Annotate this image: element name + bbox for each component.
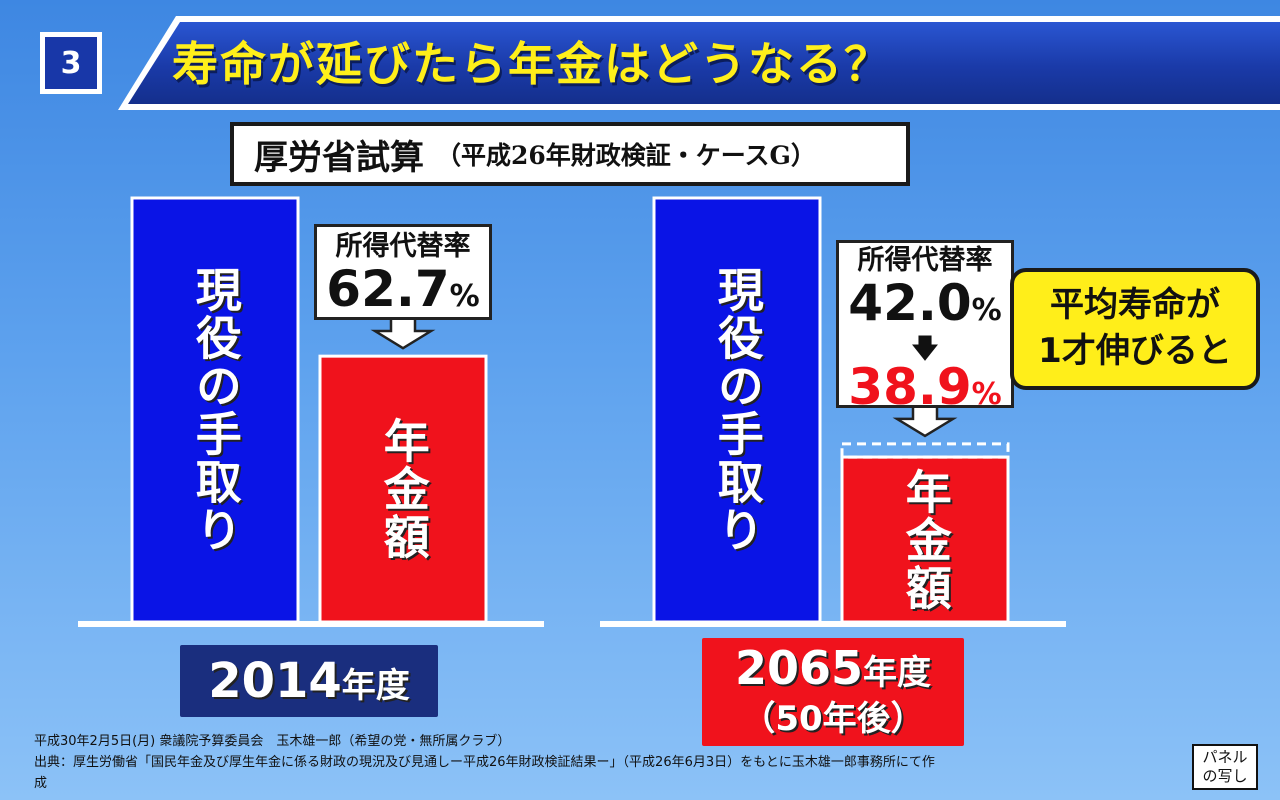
takehome-bar-label-2014: 現役の手取り	[188, 266, 243, 554]
takehome-bar-label-2065: 現役の手取り	[710, 266, 765, 554]
pension-bar-2065	[840, 455, 1010, 624]
year-unit-2014: 年度	[341, 666, 410, 706]
down-arrow-icon: 🡇	[911, 334, 939, 364]
subtitle-box: 厚労省試算 （平成26年財政検証・ケースG）	[230, 122, 910, 186]
year-sub-2065: （50年後）	[741, 699, 925, 739]
baseline-2014	[78, 621, 544, 627]
panel-copy-line-1: パネル	[1202, 748, 1248, 766]
year-badge-2065: 2065年度 （50年後）	[702, 638, 964, 746]
replacement-rate-box-2014: 所得代替率 62.7%	[314, 224, 492, 320]
subtitle-sub: （平成26年財政検証・ケースG）	[436, 141, 816, 170]
reduced-rate-value-2065: 38.9%	[848, 358, 1002, 416]
title-banner	[128, 22, 1280, 104]
year-badge-2014: 2014年度	[180, 645, 438, 717]
replacement-rate-value-2065: 42.0%	[848, 274, 1002, 332]
page-title: 寿命が延びたら年金はどうなる？	[172, 37, 892, 91]
replacement-rate-title: 所得代替率	[335, 231, 471, 262]
footer-session-info: 平成30年2月5日(月) 衆議院予算委員会 玉木雄一郎（希望の党・無所属クラブ）	[34, 734, 511, 749]
year-label-2065: 2065	[734, 641, 864, 695]
replacement-rate-box-2065: 所得代替率 42.0% 🡇 38.9%	[836, 240, 1014, 413]
takehome-bar-2065	[652, 196, 822, 624]
footer-source-continued: 成	[34, 776, 48, 791]
year-unit-2065: 年度	[863, 653, 932, 693]
replacement-rate-value-2014: 62.7%	[326, 260, 480, 318]
panel-copy-line-2: の写し	[1202, 767, 1248, 785]
footer-source: 出典：厚生労働省「国民年金及び厚生年金に係る財政の現況及び見通しー平成26年財政…	[34, 755, 935, 770]
callout-line-2: 1才伸びると	[1038, 331, 1232, 371]
year-label-2014: 2014	[208, 653, 342, 709]
takehome-bar-2014	[130, 196, 300, 624]
baseline-2065	[600, 621, 1066, 627]
pension-bar-label-2014: 年金額	[376, 417, 431, 562]
original-pension-outline-2065	[840, 442, 1010, 459]
panel-number-badge: 3	[40, 32, 102, 94]
panel-copy-badge: パネル の写し	[1192, 744, 1258, 790]
subtitle-main: 厚労省試算	[254, 137, 424, 178]
pension-bar-label-2065: 年金額	[898, 467, 953, 612]
replacement-rate-title: 所得代替率	[857, 245, 993, 276]
callout-line-1: 平均寿命が	[1050, 285, 1220, 325]
life-expectancy-callout: 平均寿命が 1才伸びると	[1010, 268, 1260, 390]
pension-bar-2014	[318, 354, 488, 624]
panel-number-text: 3	[60, 45, 82, 81]
